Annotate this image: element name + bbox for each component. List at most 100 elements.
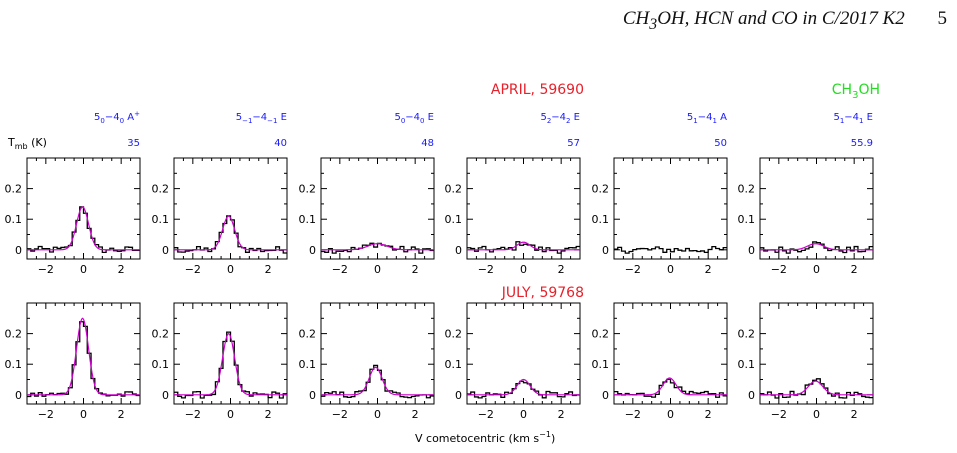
y-tick-label: 0: [602, 244, 609, 257]
transition-label: 50−40 E: [394, 112, 434, 125]
x-tick-label: −2: [478, 263, 494, 276]
y-tick-label: 0: [15, 389, 22, 402]
upper-energy-label: 40: [274, 138, 287, 149]
y-tick-label: 0: [455, 244, 462, 257]
y-tick-label: 0: [309, 244, 316, 257]
x-tick-label: −2: [185, 408, 201, 421]
x-tick-label: −2: [332, 408, 348, 421]
x-tick-label: −2: [478, 408, 494, 421]
upper-energy-label: 35: [127, 138, 140, 149]
panel-frame: [613, 157, 728, 260]
x-tick-label: 2: [705, 263, 712, 276]
panel-frame: [613, 302, 728, 405]
molecule-label: CH3OH: [832, 82, 880, 101]
y-tick-label: 0.1: [738, 213, 756, 226]
fit-line: [614, 377, 727, 396]
panel-frame: [466, 302, 581, 405]
x-tick-label: 0: [813, 408, 820, 421]
fit-line: [467, 378, 580, 396]
y-tick-label: 0.1: [299, 213, 317, 226]
spectrum-line: [321, 364, 434, 399]
spectrum-panel: −2 0 2 0 0.1 0.2: [5, 302, 141, 421]
y-tick-label: 0.2: [738, 183, 756, 196]
panel-frame: [173, 302, 288, 405]
transition-label: 51−41 A: [687, 112, 727, 125]
x-axis-label: V cometocentric (km s−1): [415, 430, 555, 445]
upper-energy-label: 57: [567, 138, 580, 149]
fit-line: [174, 215, 287, 251]
fit-line: [321, 366, 434, 396]
x-tick-label: 2: [118, 263, 125, 276]
spectrum-line: [174, 215, 287, 254]
fit-line: [760, 243, 873, 251]
y-tick-label: 0: [309, 389, 316, 402]
y-tick-label: 0.1: [152, 358, 170, 371]
fit-line: [27, 206, 140, 251]
y-tick-label: 0.1: [592, 213, 610, 226]
transition-label: 50−40 A+: [94, 110, 140, 125]
y-tick-label: 0.1: [5, 213, 23, 226]
transition-label: 51−41 E: [833, 112, 873, 125]
page-number: 5: [937, 8, 948, 29]
x-tick-label: −2: [38, 408, 54, 421]
x-tick-label: 2: [265, 408, 272, 421]
spectrum-line: [27, 321, 140, 398]
spectrum-line: [467, 241, 580, 254]
x-tick-label: 0: [227, 263, 234, 276]
y-tick-label: 0.1: [445, 213, 463, 226]
x-tick-label: 0: [80, 408, 87, 421]
x-tick-label: 0: [227, 408, 234, 421]
y-axis-label: Tmb (K): [7, 136, 47, 151]
y-tick-label: 0: [15, 244, 22, 257]
x-tick-label: 2: [118, 408, 125, 421]
fit-line: [467, 241, 580, 251]
running-head: CH3OH, HCN and CO in C/2017 K2 5: [623, 8, 947, 34]
y-tick-label: 0: [162, 244, 169, 257]
x-tick-label: 0: [813, 263, 820, 276]
y-tick-label: 0: [455, 389, 462, 402]
spectrum-line: [174, 331, 287, 399]
spectrum-line: [614, 246, 727, 254]
panel-frame: [759, 302, 874, 405]
upper-energy-label: 55.9: [851, 138, 873, 149]
fit-line: [760, 380, 873, 396]
y-tick-label: 0: [748, 244, 755, 257]
fit-line: [321, 243, 434, 251]
x-tick-label: 2: [705, 408, 712, 421]
y-tick-label: 0.1: [445, 358, 463, 371]
fit-line: [27, 317, 140, 396]
x-tick-label: 0: [374, 408, 381, 421]
x-tick-label: 0: [667, 408, 674, 421]
x-tick-label: 0: [520, 263, 527, 276]
y-tick-label: 0.2: [5, 183, 23, 196]
spectrum-panel: −2 0 2 0 0.1 0.2 51−41 E 55.9: [738, 112, 874, 276]
x-tick-label: −2: [38, 263, 54, 276]
spectrum-panel: −2 0 2 0 0.1 0.2: [738, 302, 874, 421]
row-label-july: JULY, 59768: [501, 285, 584, 301]
transition-label: 52−42 E: [540, 112, 580, 125]
y-tick-label: 0.2: [299, 183, 317, 196]
spectrum-panel: −2 0 2 0 0.1 0.2: [299, 302, 435, 421]
y-tick-label: 0.2: [592, 183, 610, 196]
transition-label: 5−1−4−1 E: [236, 112, 287, 125]
y-tick-label: 0: [602, 389, 609, 402]
y-tick-label: 0.1: [738, 358, 756, 371]
panel-frame: [173, 157, 288, 260]
x-tick-label: −2: [771, 263, 787, 276]
x-tick-label: 2: [851, 263, 858, 276]
x-tick-label: 0: [80, 263, 87, 276]
row-label-april: APRIL, 59690: [491, 82, 584, 98]
x-tick-label: −2: [771, 408, 787, 421]
x-tick-label: 0: [520, 408, 527, 421]
paper-running-title: CH3OH, HCN and CO in C/2017 K2: [622, 8, 905, 33]
spectrum-panel: −2 0 2 0 0.1 0.2 50−40 E 48: [299, 112, 435, 276]
upper-energy-label: 50: [714, 138, 727, 149]
y-tick-label: 0.2: [152, 328, 170, 341]
y-tick-label: 0: [162, 389, 169, 402]
y-tick-label: 0.2: [445, 328, 463, 341]
x-tick-label: 0: [374, 263, 381, 276]
y-tick-label: 0.1: [592, 358, 610, 371]
y-tick-label: 0.2: [152, 183, 170, 196]
x-tick-label: 2: [265, 263, 272, 276]
